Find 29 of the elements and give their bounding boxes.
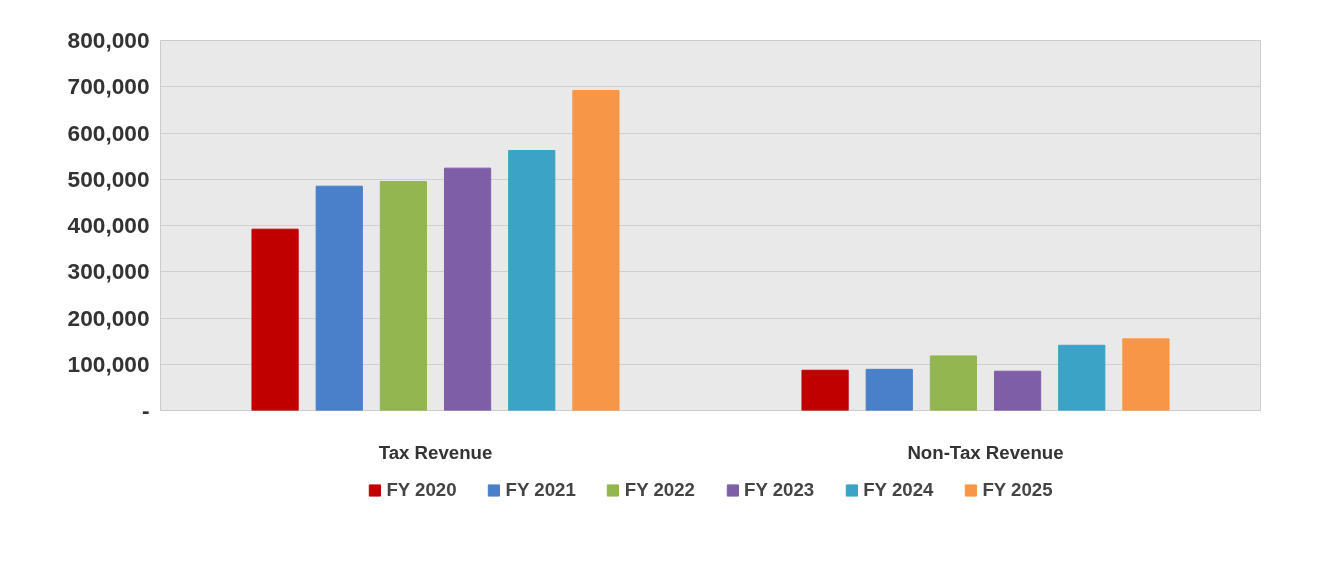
- bar: [1122, 338, 1170, 411]
- y-tick-label: 100,000: [67, 350, 150, 377]
- y-tick-label: 700,000: [67, 73, 150, 100]
- legend-label: FY 2024: [863, 479, 934, 501]
- x-tick-label: Non-Tax Revenue: [907, 441, 1064, 463]
- legend-label: FY 2025: [982, 479, 1053, 501]
- legend-label: FY 2022: [624, 479, 695, 501]
- legend-label: FY 2023: [744, 479, 815, 501]
- legend-label: FY 2020: [386, 479, 457, 501]
- x-tick-label: Tax Revenue: [378, 441, 493, 463]
- legend-label: FY 2021: [505, 479, 576, 501]
- bar: [315, 185, 363, 411]
- y-tick-label: 200,000: [67, 304, 150, 331]
- y-tick-label: 800,000: [67, 27, 150, 53]
- bar: [929, 355, 978, 411]
- bar: [251, 228, 299, 411]
- bar: [801, 369, 849, 411]
- y-tick-label: -: [141, 397, 150, 423]
- bar: [508, 150, 556, 411]
- y-tick-label: 400,000: [67, 212, 150, 238]
- bar: [865, 368, 913, 411]
- y-tick-label: 500,000: [67, 165, 150, 192]
- y-tick-label: 300,000: [67, 258, 150, 285]
- bar: [572, 89, 620, 411]
- bar: [443, 167, 492, 411]
- y-tick-label: 600,000: [67, 119, 150, 146]
- bar: [993, 370, 1042, 411]
- bar: [1058, 344, 1106, 411]
- bar: [379, 181, 428, 411]
